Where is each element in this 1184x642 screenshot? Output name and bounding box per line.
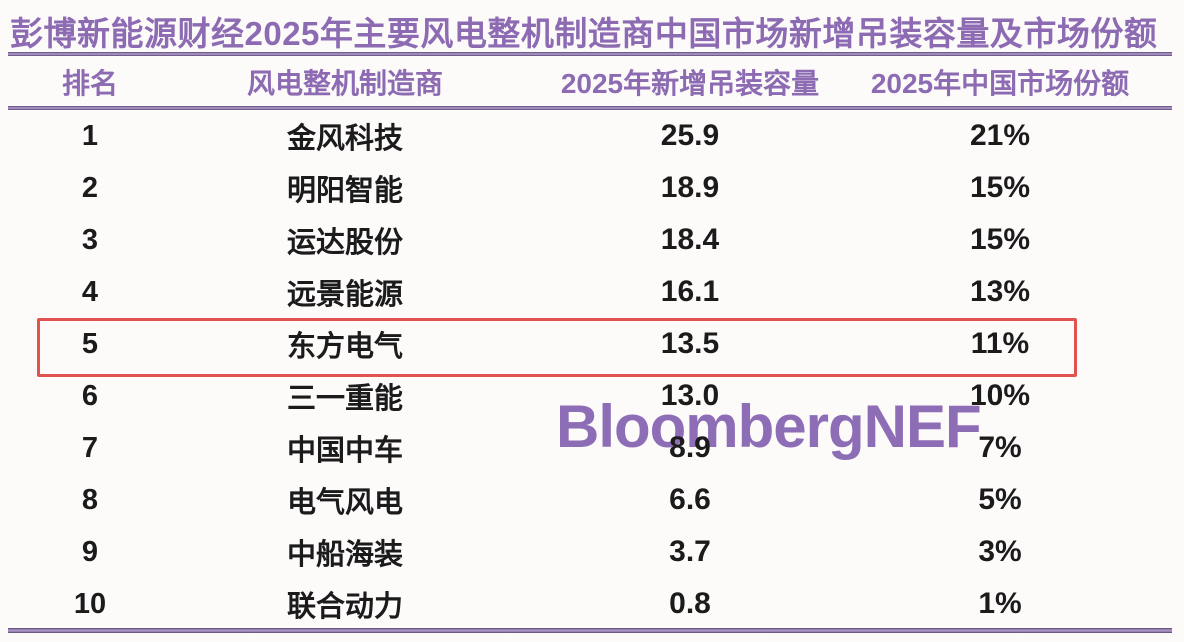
- capacity-cell: 25.9: [660, 119, 720, 152]
- rank-cell: 8: [81, 483, 99, 516]
- share-cell: 21%: [969, 119, 1031, 152]
- table-row: 6 三一重能 13.0 10%: [35, 370, 1165, 422]
- table-row: 2 明阳智能 18.9 15%: [35, 162, 1165, 214]
- share-cell: 13%: [969, 275, 1031, 308]
- table-row: 9 中船海装 3.7 3%: [35, 526, 1165, 578]
- share-cell: 5%: [978, 483, 1022, 516]
- manufacturer-cell: 东方电气: [286, 331, 403, 363]
- divider-bottom: [8, 628, 1172, 633]
- table-header-row: 排名 风电整机制造商 2025年新增吊装容量 2025年中国市场份额: [35, 58, 1165, 106]
- rank-cell: 1: [81, 119, 99, 152]
- share-cell: 7%: [978, 431, 1022, 464]
- capacity-cell: 8.9: [669, 431, 711, 464]
- manufacturer-cell: 中国中车: [286, 435, 403, 467]
- rank-cell: 3: [81, 223, 99, 256]
- share-cell: 3%: [978, 535, 1022, 568]
- header-share: 2025年中国市场份额: [870, 68, 1130, 99]
- share-cell: 10%: [969, 379, 1031, 412]
- manufacturer-cell: 三一重能: [286, 383, 403, 415]
- divider-under-title: [8, 52, 1172, 56]
- manufacturer-cell: 运达股份: [286, 227, 403, 259]
- table-row: 1 金风科技 25.9 21%: [35, 110, 1165, 162]
- share-cell: 11%: [970, 327, 1030, 360]
- rank-cell: 10: [73, 587, 107, 620]
- page-title: 彭博新能源财经2025年主要风电整机制造商中国市场新增吊装容量及市场份额: [10, 15, 1158, 52]
- capacity-cell: 16.1: [660, 275, 720, 308]
- share-cell: 15%: [969, 171, 1031, 204]
- capacity-cell: 3.7: [669, 535, 711, 568]
- rank-cell: 7: [81, 431, 99, 464]
- rank-cell: 4: [81, 275, 99, 308]
- rank-cell: 5: [81, 327, 99, 360]
- table-row: 4 远景能源 16.1 13%: [35, 266, 1165, 318]
- share-cell: 15%: [969, 223, 1031, 256]
- header-rank: 排名: [61, 68, 118, 99]
- table-row: 5 东方电气 13.5 11%: [35, 318, 1165, 377]
- table-row: 3 运达股份 18.4 15%: [35, 214, 1165, 266]
- table-row: 10 联合动力 0.8 1%: [35, 578, 1165, 630]
- capacity-cell: 18.4: [660, 223, 720, 256]
- manufacturer-cell: 中船海装: [286, 539, 403, 571]
- table-row: 8 电气风电 6.6 5%: [35, 474, 1165, 526]
- manufacturer-cell: 明阳智能: [286, 175, 403, 207]
- manufacturer-cell: 电气风电: [286, 487, 403, 519]
- divider-under-header: [8, 106, 1172, 110]
- rank-cell: 6: [81, 379, 99, 412]
- header-manufacturer: 风电整机制造商: [246, 68, 443, 99]
- table-row: 7 中国中车 8.9 7%: [35, 422, 1165, 474]
- bloombergnef-watermark: BloombergNEF: [556, 393, 982, 460]
- capacity-cell: 13.0: [660, 379, 720, 412]
- table-body: 1 金风科技 25.9 21% 2 明阳智能 18.9 15% 3 运达股份 1…: [0, 110, 1184, 630]
- capacity-cell: 18.9: [660, 171, 720, 204]
- share-cell: 1%: [978, 587, 1022, 620]
- capacity-cell: 0.8: [669, 587, 711, 620]
- manufacturer-cell: 远景能源: [286, 279, 403, 311]
- rank-cell: 9: [81, 535, 99, 568]
- capacity-cell: 13.5: [660, 327, 720, 360]
- rank-cell: 2: [81, 171, 99, 204]
- capacity-cell: 6.6: [669, 483, 711, 516]
- header-capacity: 2025年新增吊装容量: [560, 68, 820, 99]
- manufacturer-cell: 联合动力: [286, 591, 403, 623]
- manufacturer-cell: 金风科技: [286, 123, 403, 155]
